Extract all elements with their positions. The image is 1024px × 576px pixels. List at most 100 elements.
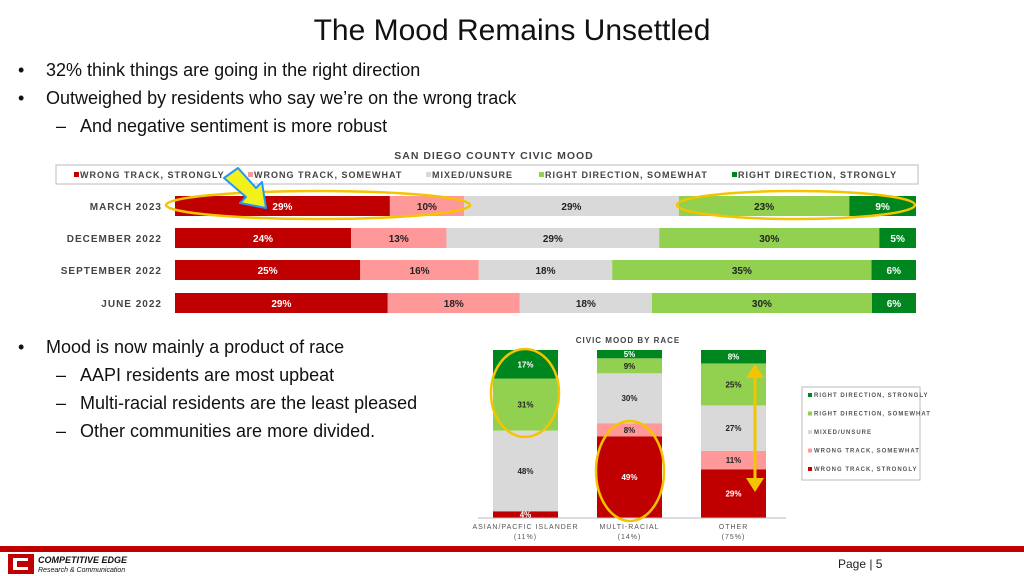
data-label: 18% [576, 299, 596, 310]
bar-segment [659, 228, 880, 248]
legend-label: WRONG TRACK, SOMEWHAT [814, 449, 920, 455]
bar-segment [493, 350, 558, 379]
data-label: 6% [887, 299, 902, 310]
highlight-ellipse-multi-racial [594, 419, 666, 523]
category-sublabel: (14%) [618, 534, 642, 541]
legend: RIGHT DIRECTION, STRONGLY RIGHT DIRECTION… [808, 393, 931, 473]
bar-segment [519, 293, 652, 313]
category-label: JUNE 2022 [101, 299, 162, 310]
legend-swatch [539, 172, 544, 177]
legend-label: RIGHT DIRECTION, STRONGLY [814, 393, 928, 399]
data-label: 48% [517, 467, 533, 476]
bar-segment [597, 436, 662, 518]
bar-segments [175, 196, 916, 313]
legend-label: WRONG TRACK, STRONGLY [814, 467, 917, 473]
data-labels: 29% 10% 29% 23% 9% 24% 13% 29% 30% 5% 25% 16% 18% 35%… [253, 202, 905, 310]
highlight-ellipse-wrong-track [164, 189, 472, 221]
data-label: 27% [725, 424, 741, 433]
bar-segment [701, 450, 766, 470]
category-label: DECEMBER 2022 [67, 234, 162, 245]
bar-segment [175, 260, 361, 280]
legend-label: WRONG TRACK, STRONGLY [80, 170, 225, 180]
footer-bar [0, 546, 1024, 552]
data-label: 25% [725, 380, 741, 389]
data-label: 18% [444, 299, 464, 310]
legend-box [801, 386, 921, 481]
data-label: 31% [517, 401, 533, 410]
bar-segment [175, 228, 352, 248]
chart-title: SAN DIEGO COUNTY CIVIC MOOD [394, 150, 594, 162]
bar-segment [651, 293, 872, 313]
bar-segment [175, 196, 390, 216]
bar-segment [597, 358, 662, 374]
data-label: 16% [410, 266, 430, 277]
data-label: 18% [535, 266, 555, 277]
data-label: 11% [726, 456, 742, 465]
highlight-ellipse-right-direction [675, 189, 917, 221]
chart-title: CIVIC MOOD BY RACE [576, 336, 681, 345]
category-label: OTHER [719, 524, 749, 531]
data-label: 35% [732, 266, 752, 277]
data-label: 6% [887, 266, 902, 277]
data-label: 25% [258, 266, 278, 277]
legend-label: WRONG TRACK, SOMEWHAT [254, 170, 402, 180]
bar-segment [612, 260, 872, 280]
data-label: 29% [725, 490, 741, 499]
legend-swatch [808, 411, 812, 416]
legend-box [55, 164, 919, 185]
bar-segment [478, 260, 613, 280]
bar-segment [597, 350, 662, 359]
bar-segment [463, 196, 679, 216]
bar-segment [351, 228, 447, 248]
bar-segment [879, 228, 916, 248]
data-label: 8% [728, 353, 740, 362]
data-label: 8% [624, 426, 636, 435]
data-label: 29% [543, 234, 563, 245]
bar-segment [446, 228, 660, 248]
data-label: 9% [875, 202, 890, 213]
data-label: 29% [272, 202, 292, 213]
bar-segment [597, 373, 662, 424]
arrow-icon [223, 167, 267, 209]
bar-segment [175, 293, 388, 313]
svg-text:Research & Communication: Research & Communication [38, 567, 125, 574]
data-label: 10% [417, 202, 437, 213]
data-label: 30% [759, 234, 779, 245]
bar-segment [678, 196, 850, 216]
category-label: MULTI-RACIAL [599, 524, 659, 531]
data-label: 17% [517, 360, 533, 369]
data-label: 5% [624, 350, 636, 359]
bar-segment [871, 260, 916, 280]
bar-segment [493, 378, 558, 431]
civic-mood-trend-chart: SAN DIEGO COUNTY CIVIC MOOD WRONG TRACK,… [55, 150, 919, 313]
bar-segment [871, 293, 916, 313]
double-arrow-icon [746, 364, 764, 492]
legend-swatch [808, 467, 812, 471]
bar-segment [387, 293, 520, 313]
data-label: 5% [890, 234, 905, 245]
legend-swatch [248, 172, 253, 177]
data-label: 30% [621, 394, 637, 403]
data-label: 29% [561, 202, 581, 213]
data-label: 9% [624, 362, 636, 371]
highlight-ellipse-aapi [489, 347, 561, 439]
bar-segment [389, 196, 464, 216]
bar-segment [360, 260, 479, 280]
svg-text:COMPETITIVE EDGE: COMPETITIVE EDGE [38, 555, 128, 565]
data-label: 29% [271, 299, 291, 310]
page-number: Page | 5 [838, 557, 883, 571]
category-labels: MARCH 2023 DECEMBER 2022 SEPTEMBER 2022 JUN… [61, 202, 162, 310]
category-sublabel: (11%) [514, 534, 537, 541]
slide-title: The Mood Remains Unsettled [313, 14, 711, 47]
legend-swatch [808, 448, 812, 453]
bar-segment [493, 430, 558, 512]
legend-label: RIGHT DIRECTION, SOMEWHAT [814, 412, 931, 418]
legend-swatch [732, 172, 737, 177]
category-label: MARCH 2023 [90, 202, 162, 213]
category-label: ASIAN/PACFIC ISLANDER [472, 524, 578, 531]
data-label: 49% [621, 473, 637, 482]
data-label: 23% [754, 202, 774, 213]
category-label: SEPTEMBER 2022 [61, 266, 162, 277]
legend-swatch [426, 172, 431, 177]
